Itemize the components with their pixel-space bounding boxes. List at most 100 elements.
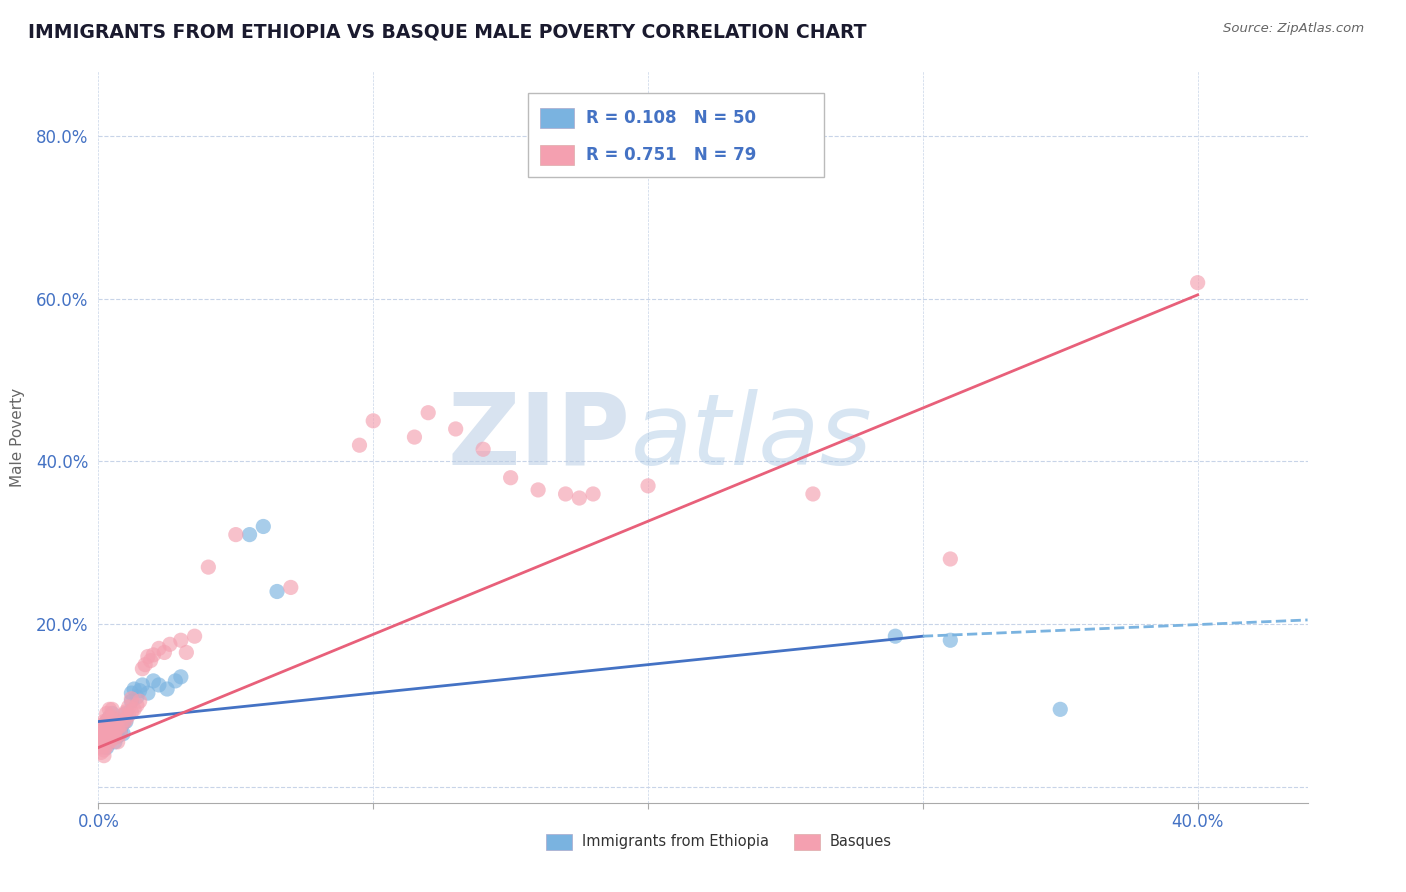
Point <box>96 721 118 735</box>
Point <box>90 723 112 737</box>
Point <box>197 560 219 574</box>
Point <box>115 713 138 727</box>
Point <box>361 414 384 428</box>
Point <box>96 723 118 737</box>
Point <box>107 713 129 727</box>
Point <box>96 714 118 729</box>
Point <box>110 727 132 741</box>
Point <box>142 673 165 688</box>
Point <box>120 691 142 706</box>
Point <box>170 633 193 648</box>
Point <box>120 686 142 700</box>
Point <box>98 710 121 724</box>
Point <box>153 645 176 659</box>
Point <box>96 729 118 743</box>
Point <box>90 739 112 753</box>
Point <box>98 735 121 749</box>
Point <box>112 716 135 731</box>
Point <box>93 748 115 763</box>
Point <box>96 740 118 755</box>
Point <box>93 724 115 739</box>
FancyBboxPatch shape <box>527 94 824 178</box>
Point <box>472 442 495 457</box>
Point <box>1187 276 1209 290</box>
Point <box>118 708 141 723</box>
Point <box>125 690 148 705</box>
Point <box>93 731 115 745</box>
Bar <box>793 834 820 850</box>
Point <box>120 705 142 719</box>
Point <box>90 718 112 732</box>
Point <box>225 527 247 541</box>
Point <box>110 718 132 732</box>
Point <box>148 641 170 656</box>
Point <box>96 727 118 741</box>
Point <box>107 721 129 735</box>
Point <box>884 629 907 643</box>
Point <box>90 732 112 747</box>
Point <box>139 654 162 668</box>
Y-axis label: Male Poverty: Male Poverty <box>10 387 25 487</box>
Text: R = 0.108   N = 50: R = 0.108 N = 50 <box>586 109 755 128</box>
Point <box>93 743 115 757</box>
Point <box>101 718 124 732</box>
Point <box>96 714 118 729</box>
Point <box>110 724 132 739</box>
Text: Basques: Basques <box>830 834 891 849</box>
Point <box>104 716 127 731</box>
Point <box>107 714 129 729</box>
Text: R = 0.751   N = 79: R = 0.751 N = 79 <box>586 145 756 164</box>
Point <box>110 718 132 732</box>
Point <box>148 678 170 692</box>
Point <box>176 645 198 659</box>
Point <box>115 706 138 721</box>
Point <box>107 729 129 743</box>
Bar <box>540 145 574 165</box>
Point <box>96 732 118 747</box>
Point <box>637 479 659 493</box>
Point <box>444 422 467 436</box>
Point <box>1049 702 1071 716</box>
Point <box>93 714 115 729</box>
Point <box>98 721 121 735</box>
Point <box>115 714 138 729</box>
Point <box>112 716 135 731</box>
Point <box>93 724 115 739</box>
Point <box>499 471 522 485</box>
Point <box>90 746 112 760</box>
Point <box>266 584 288 599</box>
Point <box>115 705 138 719</box>
Point <box>118 699 141 714</box>
Point <box>98 727 121 741</box>
Point <box>280 581 302 595</box>
Point <box>93 731 115 745</box>
Point <box>136 649 159 664</box>
Point <box>170 670 193 684</box>
Point <box>98 723 121 737</box>
Point <box>98 729 121 743</box>
Point <box>112 727 135 741</box>
Text: ZIP: ZIP <box>447 389 630 485</box>
Point <box>101 731 124 745</box>
Point <box>239 527 262 541</box>
Point <box>101 706 124 721</box>
Point <box>134 657 156 672</box>
Point <box>939 552 962 566</box>
Point <box>90 721 112 735</box>
Point <box>404 430 426 444</box>
Point <box>104 731 127 745</box>
Point <box>90 740 112 755</box>
Point <box>90 729 112 743</box>
Point <box>93 718 115 732</box>
Point <box>90 735 112 749</box>
Point <box>101 710 124 724</box>
Point <box>128 694 150 708</box>
Point <box>120 694 142 708</box>
Point <box>418 406 440 420</box>
Point <box>93 737 115 751</box>
Point <box>131 662 153 676</box>
Point <box>159 637 181 651</box>
Point <box>101 727 124 741</box>
Point <box>554 487 576 501</box>
Point <box>801 487 824 501</box>
